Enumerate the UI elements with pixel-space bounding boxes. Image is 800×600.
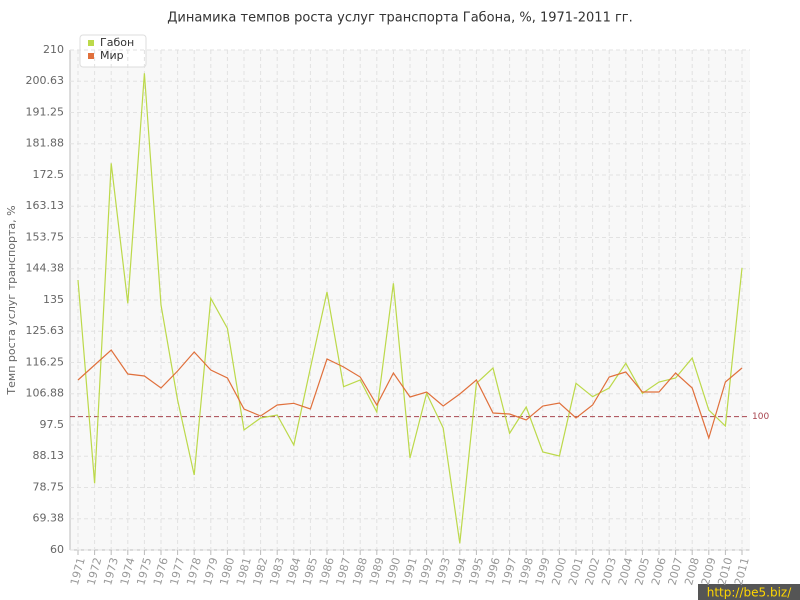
watermark-box [698, 584, 800, 600]
y-tick-label: 69.38 [33, 512, 65, 525]
y-tick-label: 135 [43, 293, 64, 306]
y-tick-label: 106.88 [26, 387, 65, 400]
y-tick-label: 181.88 [26, 137, 65, 150]
y-tick-label: 163.13 [26, 199, 65, 212]
series-line [77, 73, 743, 544]
y-tick-label: 116.25 [26, 356, 65, 369]
y-tick-label: 172.5 [33, 168, 65, 181]
y-tick-label: 78.75 [33, 481, 65, 494]
x-tick-label: 2011 [732, 556, 752, 586]
y-axis-label: Темп роста услуг транспорта, % [5, 205, 18, 395]
y-tick-label: 153.75 [26, 231, 65, 244]
y-tick-label: 88.13 [33, 449, 65, 462]
legend [79, 34, 147, 68]
y-tick-label: 60 [50, 543, 64, 556]
legend-label: Мир [100, 49, 124, 62]
y-tick-label: 191.25 [26, 106, 65, 119]
y-tick-label: 144.38 [26, 262, 65, 275]
legend-swatch [88, 53, 94, 59]
legend-label: Габон [100, 36, 134, 49]
y-tick-label: 200.63 [26, 74, 65, 87]
legend-swatch [88, 40, 94, 46]
series-line [77, 349, 743, 441]
watermark: http://be5.biz/ [707, 586, 792, 600]
y-tick-label: 97.5 [40, 418, 65, 431]
y-tick-label: 210 [43, 43, 64, 56]
chart-title: Динамика темпов роста услуг транспорта Г… [167, 11, 633, 26]
reference-label: 100 [752, 412, 769, 422]
y-tick-label: 125.63 [26, 324, 65, 337]
